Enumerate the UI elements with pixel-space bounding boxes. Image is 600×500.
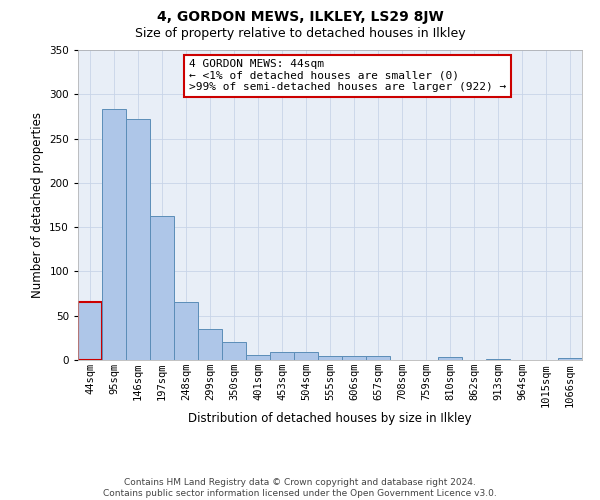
- Bar: [342, 356, 366, 360]
- Bar: [438, 358, 462, 360]
- Bar: [558, 358, 582, 360]
- X-axis label: Distribution of detached houses by size in Ilkley: Distribution of detached houses by size …: [188, 412, 472, 425]
- Bar: [486, 359, 510, 360]
- Bar: [246, 354, 270, 360]
- Text: 4, GORDON MEWS, ILKLEY, LS29 8JW: 4, GORDON MEWS, ILKLEY, LS29 8JW: [157, 10, 443, 24]
- Bar: [150, 216, 174, 360]
- Bar: [270, 352, 294, 360]
- Bar: [102, 110, 126, 360]
- Y-axis label: Number of detached properties: Number of detached properties: [31, 112, 44, 298]
- Bar: [366, 356, 390, 360]
- Bar: [318, 356, 342, 360]
- Bar: [174, 302, 198, 360]
- Text: Size of property relative to detached houses in Ilkley: Size of property relative to detached ho…: [134, 28, 466, 40]
- Bar: [294, 352, 318, 360]
- Bar: [78, 302, 102, 360]
- Bar: [198, 329, 222, 360]
- Text: 4 GORDON MEWS: 44sqm
← <1% of detached houses are smaller (0)
>99% of semi-detac: 4 GORDON MEWS: 44sqm ← <1% of detached h…: [189, 60, 506, 92]
- Bar: [222, 342, 246, 360]
- Text: Contains HM Land Registry data © Crown copyright and database right 2024.
Contai: Contains HM Land Registry data © Crown c…: [103, 478, 497, 498]
- Bar: [126, 119, 150, 360]
